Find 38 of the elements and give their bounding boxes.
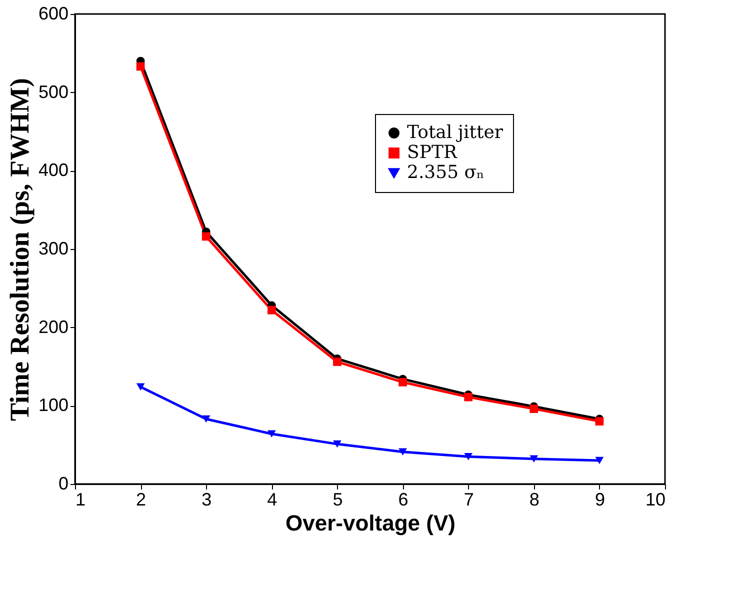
- x-tick-label: 8: [529, 490, 540, 510]
- point: [398, 448, 407, 456]
- x-axis-title: Over-voltage (V): [286, 510, 456, 536]
- y-tick-label: 300: [38, 238, 68, 258]
- y-tick-label: 500: [38, 82, 68, 102]
- point: [464, 392, 473, 402]
- x-tick-label: 2: [136, 490, 146, 510]
- x-tick-label: 10: [645, 490, 666, 510]
- point: [464, 452, 473, 460]
- point: [333, 358, 342, 366]
- point: [398, 378, 407, 386]
- point: [202, 232, 210, 241]
- legend-label: SPTR: [407, 142, 458, 163]
- x-tick-label: 1: [76, 490, 86, 510]
- point: [530, 404, 538, 413]
- point: [136, 62, 145, 71]
- point: [202, 415, 210, 423]
- y-axis-title: Time Resolution (ps, FWHM): [4, 78, 34, 421]
- y-tick-label: 100: [38, 395, 68, 416]
- y-tick-label: 0: [58, 474, 68, 494]
- x-tick-label: 4: [267, 490, 278, 510]
- x-tick-label: 7: [464, 490, 474, 510]
- legend-label: Total jitter: [407, 122, 504, 143]
- point: [595, 456, 604, 464]
- y-tick-label: 400: [38, 160, 68, 180]
- x-tick-label: 9: [594, 490, 605, 510]
- point: [595, 417, 604, 426]
- point: [267, 430, 276, 438]
- y-tick-label: 600: [38, 4, 68, 24]
- point: [530, 455, 538, 463]
- y-tick-label: 200: [38, 316, 68, 337]
- x-tick-label: 6: [398, 490, 408, 510]
- point: [136, 383, 145, 390]
- point: [267, 306, 276, 314]
- legend-label: 2.355 σₙ: [407, 162, 484, 183]
- x-tick-label: 3: [202, 490, 212, 510]
- x-tick-label: 5: [332, 490, 343, 510]
- point: [333, 440, 342, 448]
